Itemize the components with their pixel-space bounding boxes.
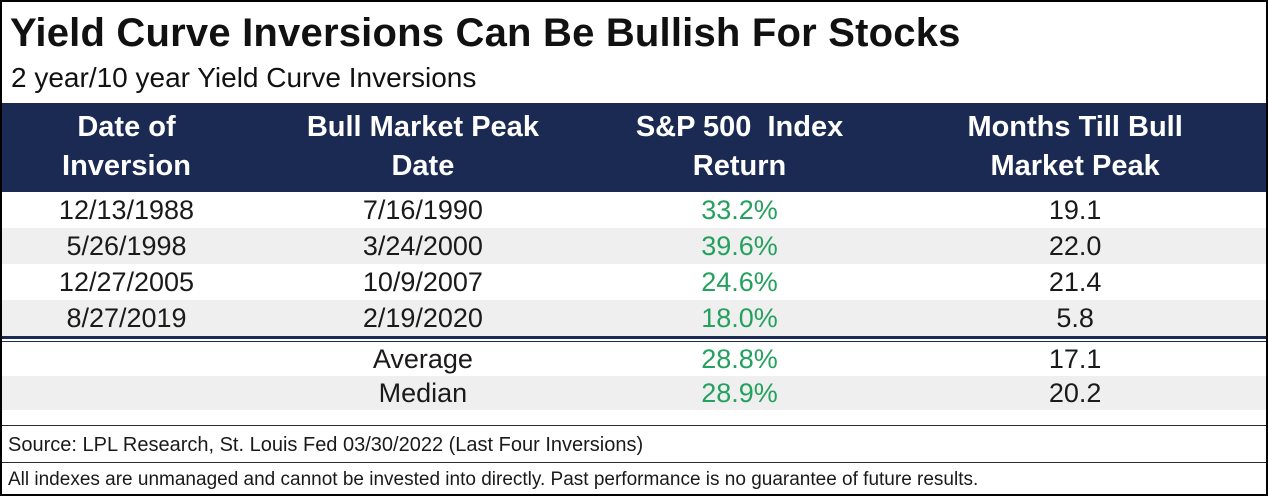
page-subtitle: 2 year/10 year Yield Curve Inversions	[11, 62, 477, 93]
cell-sp500-return: 28.9%	[701, 378, 778, 408]
cell-peak-date: 7/16/1990	[362, 195, 483, 225]
cell-inversion-date: 12/27/2005	[58, 267, 195, 297]
cell-empty	[2, 376, 251, 410]
cell-summary-label: Average	[372, 344, 473, 374]
cell-months-to-peak: 20.2	[1048, 378, 1102, 408]
page-title: Yield Curve Inversions Can Be Bullish Fo…	[10, 11, 961, 55]
spacer	[2, 410, 1266, 425]
table-row: 5/26/1998 3/24/2000 39.6% 22.0	[2, 228, 1266, 264]
cell-inversion-date: 12/13/1988	[58, 195, 195, 225]
cell-months-to-peak: 22.0	[1048, 231, 1102, 261]
cell-sp500-return: 33.2%	[701, 195, 778, 225]
cell-months-to-peak: 21.4	[1048, 267, 1102, 297]
summary-row-median: Median 28.9% 20.2	[2, 376, 1266, 410]
summary-divider	[2, 336, 1266, 342]
cell-sp500-return: 39.6%	[701, 231, 778, 261]
column-header-date-of-inversion: Date of Inversion	[62, 111, 191, 182]
cell-months-to-peak: 5.8	[1056, 303, 1094, 333]
cell-empty	[2, 342, 251, 376]
cell-sp500-return: 18.0%	[701, 303, 778, 333]
cell-inversion-date: 8/27/2019	[66, 303, 187, 333]
column-header-bull-market-peak-date: Bull Market Peak Date	[306, 111, 539, 182]
cell-peak-date: 2/19/2020	[362, 303, 483, 333]
summary-row-average: Average 28.8% 17.1	[2, 342, 1266, 376]
disclaimer-note: All indexes are unmanaged and cannot be …	[2, 462, 1266, 494]
source-note: Source: LPL Research, St. Louis Fed 03/3…	[2, 425, 1266, 462]
table-row: 8/27/2019 2/19/2020 18.0% 5.8	[2, 300, 1266, 336]
table-header-row: Date of Inversion Bull Market Peak Date …	[2, 103, 1266, 192]
cell-peak-date: 10/9/2007	[362, 267, 483, 297]
cell-inversion-date: 5/26/1998	[66, 231, 187, 261]
column-header-sp500-index-return: S&P 500 Index Return	[635, 111, 844, 182]
table-row: 12/13/1988 7/16/1990 33.2% 19.1	[2, 192, 1266, 228]
cell-sp500-return: 24.6%	[701, 267, 778, 297]
cell-months-to-peak: 17.1	[1048, 344, 1102, 374]
column-header-months-till-bull-market-peak: Months Till Bull Market Peak	[967, 111, 1183, 182]
cell-summary-label: Median	[378, 378, 468, 408]
table-row: 12/27/2005 10/9/2007 24.6% 21.4	[2, 264, 1266, 300]
cell-months-to-peak: 19.1	[1048, 195, 1102, 225]
cell-sp500-return: 28.8%	[701, 344, 778, 374]
cell-peak-date: 3/24/2000	[362, 231, 483, 261]
